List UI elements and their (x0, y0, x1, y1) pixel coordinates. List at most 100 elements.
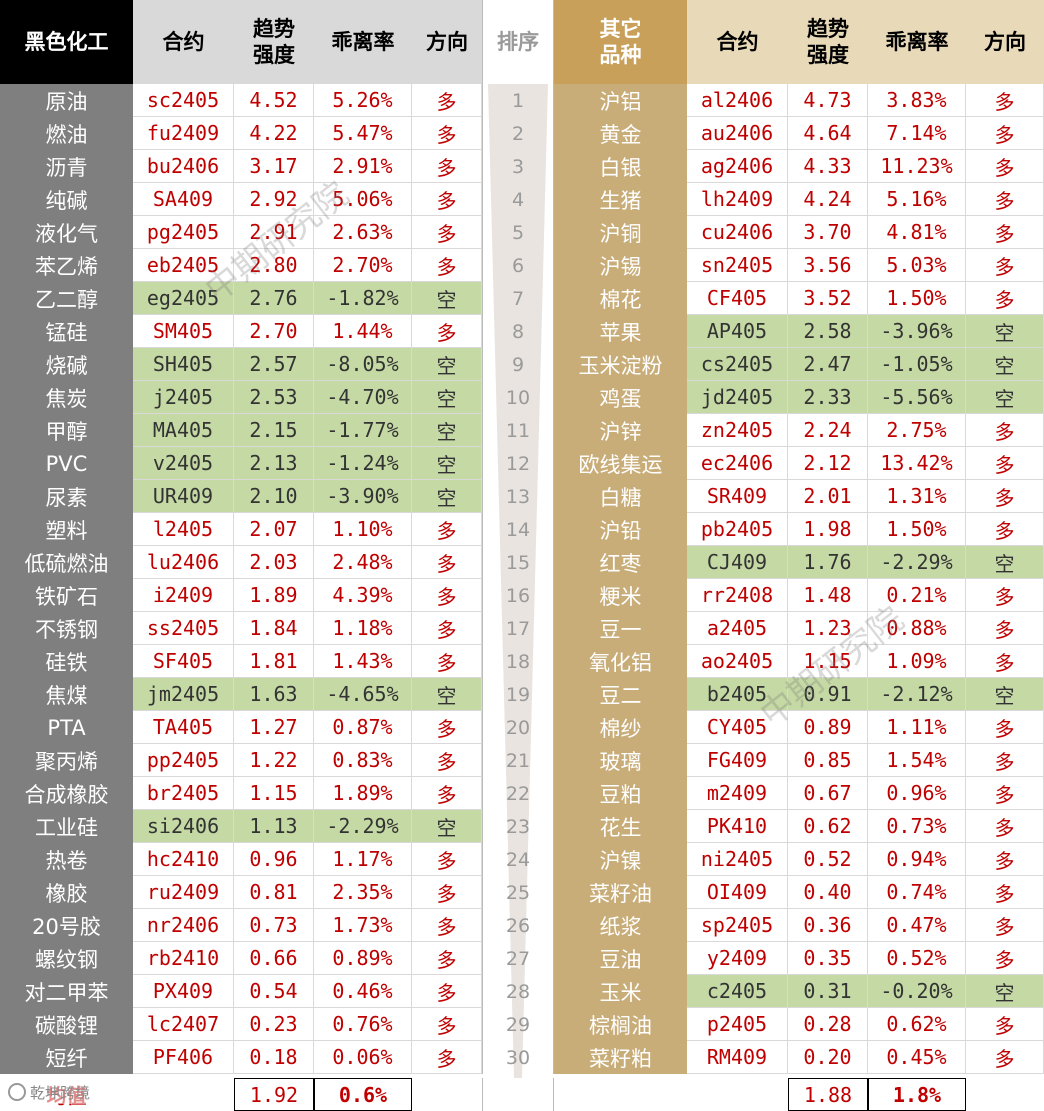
left-contract: TA405 (133, 711, 234, 744)
right-trend-strength: 1.76 (788, 546, 868, 579)
right-direction: 多 (966, 480, 1044, 513)
left-variety-name: 热卷 (0, 843, 133, 876)
right-trend-strength: 2.24 (788, 414, 868, 447)
left-variety-name: 焦炭 (0, 381, 133, 414)
left-variety-name: 液化气 (0, 216, 133, 249)
right-trend-strength: 0.91 (788, 678, 868, 711)
right-deviation-rate: 0.52% (868, 942, 966, 975)
right-direction: 多 (966, 1041, 1044, 1074)
right-contract: SR409 (687, 480, 788, 513)
left-trend-strength: 1.81 (234, 645, 314, 678)
right-contract: ao2405 (687, 645, 788, 678)
logo: 乾坤跨境 (4, 1080, 95, 1104)
right-variety-name: 红枣 (554, 546, 687, 579)
right-variety-name: 黄金 (554, 117, 687, 150)
left-deviation-rate: 5.26% (314, 84, 412, 117)
right-deviation-rate: 0.45% (868, 1041, 966, 1074)
footer-left-strength: 1.92 (234, 1078, 314, 1111)
left-variety-name: 对二甲苯 (0, 975, 133, 1008)
right-direction: 多 (966, 744, 1044, 777)
right-direction: 空 (966, 381, 1044, 414)
table-row: 纯碱 SA409 2.92 5.06% 多 4 生猪 lh2409 4.24 5.16% 多 (0, 183, 1044, 216)
left-variety-name: 螺纹钢 (0, 942, 133, 975)
table-row: 不锈钢 ss2405 1.84 1.18% 多 17 豆一 a2405 1.23 0.88% 多 (0, 612, 1044, 645)
table-row: 烧碱 SH405 2.57 -8.05% 空 9 玉米淀粉 cs2405 2.47 -1.05% 空 (0, 348, 1044, 381)
right-direction: 多 (966, 612, 1044, 645)
left-contract: SF405 (133, 645, 234, 678)
footer-rank-cell (482, 1078, 554, 1111)
right-deviation-rate: 7.14% (868, 117, 966, 150)
table-row: 碳酸锂 lc2407 0.23 0.76% 多 29 棕榈油 p2405 0.28 0.62% 多 (0, 1008, 1044, 1041)
right-variety-name: 苹果 (554, 315, 687, 348)
table-row: 合成橡胶 br2405 1.15 1.89% 多 22 豆粕 m2409 0.67 0.96% 多 (0, 777, 1044, 810)
right-contract: sn2405 (687, 249, 788, 282)
rank-number: 23 (482, 810, 554, 843)
right-deviation-rate: 0.94% (868, 843, 966, 876)
right-trend-strength: 0.40 (788, 876, 868, 909)
left-direction: 空 (412, 414, 482, 447)
left-contract: si2406 (133, 810, 234, 843)
rank-number: 18 (482, 645, 554, 678)
table-row: 聚丙烯 pp2405 1.22 0.83% 多 21 玻璃 FG409 0.85 1.54% 多 (0, 744, 1044, 777)
left-variety-name: 燃油 (0, 117, 133, 150)
left-direction: 空 (412, 447, 482, 480)
right-direction: 多 (966, 150, 1044, 183)
left-variety-name: PVC (0, 447, 133, 480)
left-variety-name: 塑料 (0, 513, 133, 546)
right-deviation-rate: 3.83% (868, 84, 966, 117)
right-trend-strength: 0.89 (788, 711, 868, 744)
left-deviation-rate: 5.47% (314, 117, 412, 150)
right-trend-strength: 1.23 (788, 612, 868, 645)
left-contract: PF406 (133, 1041, 234, 1074)
rank-number: 30 (482, 1041, 554, 1074)
left-trend-strength: 0.54 (234, 975, 314, 1008)
right-deviation-rate: 1.54% (868, 744, 966, 777)
right-variety-name: 豆二 (554, 678, 687, 711)
rank-number: 7 (482, 282, 554, 315)
right-trend-strength: 2.12 (788, 447, 868, 480)
right-contract: PK410 (687, 810, 788, 843)
right-contract: jd2405 (687, 381, 788, 414)
right-contract: CF405 (687, 282, 788, 315)
right-variety-name: 生猪 (554, 183, 687, 216)
rank-number: 2 (482, 117, 554, 150)
left-contract: sc2405 (133, 84, 234, 117)
left-variety-name: 烧碱 (0, 348, 133, 381)
right-direction: 空 (966, 975, 1044, 1008)
left-direction: 多 (412, 84, 482, 117)
header-strength-line1: 趋势 (807, 17, 849, 41)
left-deviation-rate: 0.87% (314, 711, 412, 744)
rank-number: 22 (482, 777, 554, 810)
right-contract: AP405 (687, 315, 788, 348)
left-variety-name: 碳酸锂 (0, 1008, 133, 1041)
rank-number: 9 (482, 348, 554, 381)
footer-left-deviation: 0.6% (314, 1078, 412, 1111)
left-trend-strength: 2.53 (234, 381, 314, 414)
table-row: 螺纹钢 rb2410 0.66 0.89% 多 27 豆油 y2409 0.35 0.52% 多 (0, 942, 1044, 975)
header-rank-label: 排序 (497, 30, 539, 54)
left-variety-name: 锰硅 (0, 315, 133, 348)
left-contract: SA409 (133, 183, 234, 216)
right-variety-name: 沪铅 (554, 513, 687, 546)
left-direction: 多 (412, 513, 482, 546)
table-row: 焦炭 j2405 2.53 -4.70% 空 10 鸡蛋 jd2405 2.33 -5.56% 空 (0, 381, 1044, 414)
left-trend-strength: 1.13 (234, 810, 314, 843)
left-trend-strength: 1.15 (234, 777, 314, 810)
left-direction: 多 (412, 216, 482, 249)
left-contract: eg2405 (133, 282, 234, 315)
right-direction: 多 (966, 249, 1044, 282)
left-direction: 多 (412, 645, 482, 678)
header-contract-label: 合约 (716, 30, 759, 54)
left-deviation-rate: -1.82% (314, 282, 412, 315)
left-deviation-rate: 0.83% (314, 744, 412, 777)
left-contract: fu2409 (133, 117, 234, 150)
right-direction: 多 (966, 447, 1044, 480)
rank-number: 4 (482, 183, 554, 216)
left-contract: pp2405 (133, 744, 234, 777)
left-direction: 空 (412, 678, 482, 711)
right-trend-strength: 2.58 (788, 315, 868, 348)
rank-number: 24 (482, 843, 554, 876)
right-contract: m2409 (687, 777, 788, 810)
right-trend-strength: 0.31 (788, 975, 868, 1008)
left-contract: rb2410 (133, 942, 234, 975)
